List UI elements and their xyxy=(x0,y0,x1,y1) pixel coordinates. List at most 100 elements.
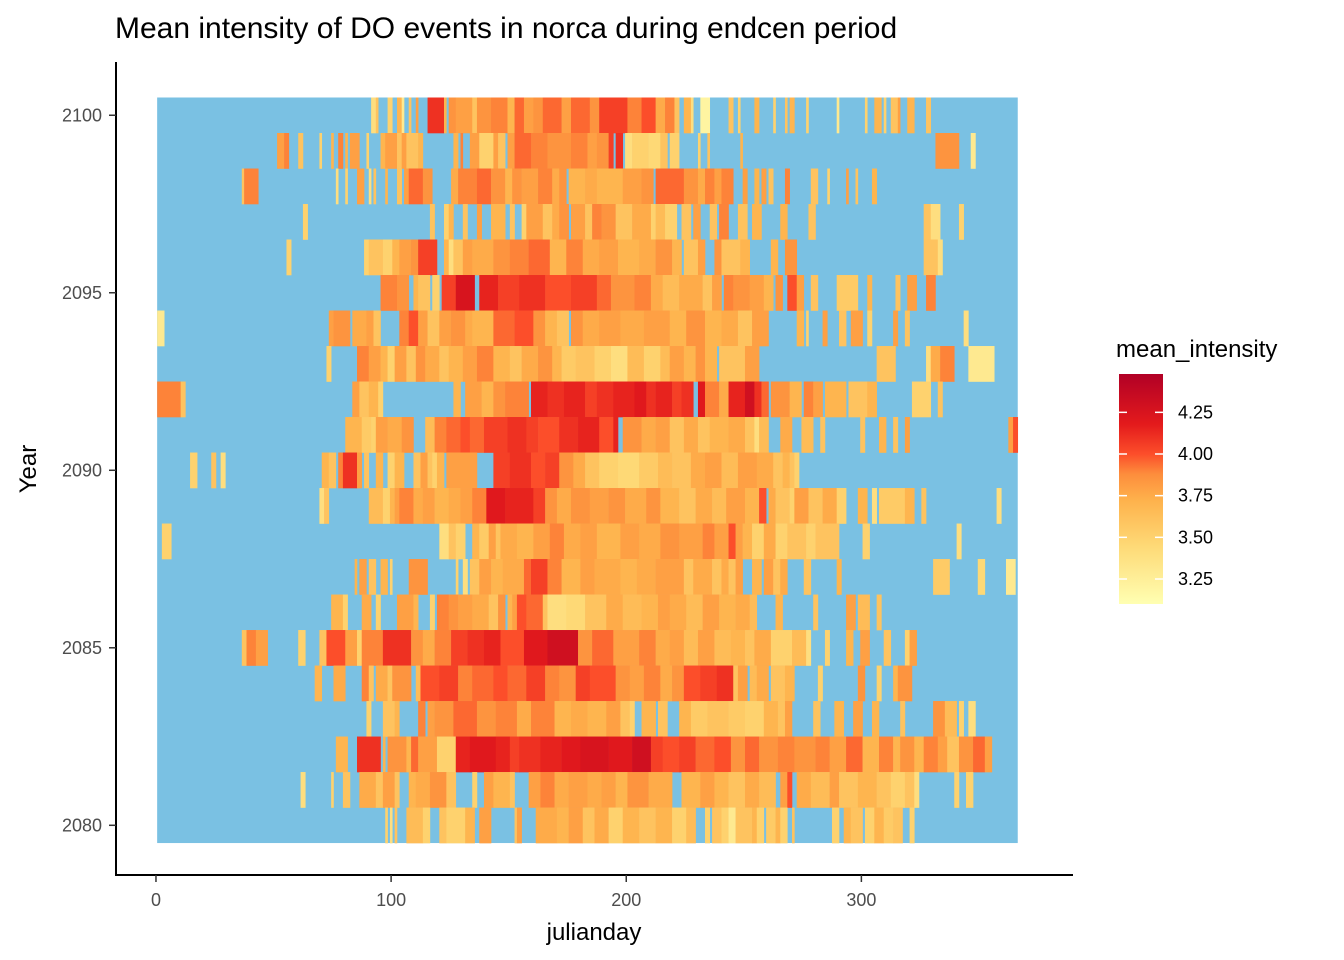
heatmap-cell xyxy=(458,665,473,702)
legend-tick-label: 3.50 xyxy=(1178,527,1213,547)
heatmap-cell xyxy=(876,772,892,808)
heatmap-cell xyxy=(561,736,581,773)
heatmap-cell xyxy=(455,523,466,560)
heatmap-cell xyxy=(298,630,306,666)
heatmap-cell xyxy=(855,168,859,205)
heatmap-cell xyxy=(867,275,873,311)
heatmap-cell xyxy=(528,772,541,808)
heatmap-cell xyxy=(587,701,607,737)
heatmap-cell xyxy=(770,630,793,666)
heatmap-cell xyxy=(857,594,870,631)
heatmap-cell xyxy=(444,239,450,276)
heatmap-cell xyxy=(700,665,718,702)
heatmap-cell xyxy=(476,168,492,205)
heatmap-cell xyxy=(709,417,729,453)
heatmap-cell xyxy=(244,168,259,205)
heatmap-cell xyxy=(368,488,384,524)
legend-tick-label: 3.25 xyxy=(1178,569,1213,589)
heatmap-cell xyxy=(505,168,513,205)
y-tick-label: 2100 xyxy=(62,105,102,125)
heatmap-cell xyxy=(622,417,642,453)
heatmap-cell xyxy=(434,417,447,453)
heatmap-cell xyxy=(453,239,464,276)
heatmap-cell xyxy=(705,807,711,844)
legend-ticks: 3.25 3.50 3.75 4.00 4.25 xyxy=(1119,402,1213,589)
heatmap-cell xyxy=(455,275,475,311)
heatmap-cell xyxy=(408,310,419,347)
heatmap-cell xyxy=(780,772,788,808)
heatmap-cell xyxy=(547,381,565,418)
heatmap-cell xyxy=(502,559,525,595)
heatmap-cell xyxy=(338,452,344,489)
heatmap-cell xyxy=(796,275,805,311)
heatmap-cell xyxy=(643,310,671,347)
heatmap-cell xyxy=(996,488,1002,524)
heatmap-cell xyxy=(375,665,388,702)
heatmap-cell xyxy=(418,736,438,773)
heatmap-cell xyxy=(495,523,501,560)
heatmap-cell xyxy=(389,488,395,524)
heatmap-cell xyxy=(488,523,497,560)
heatmap-cell xyxy=(831,807,840,844)
heatmap-cell xyxy=(641,97,656,134)
heatmap-cell xyxy=(780,204,788,240)
heatmap-cell xyxy=(669,310,687,347)
heatmap-cell xyxy=(528,239,551,276)
heatmap-cell xyxy=(592,630,614,666)
heatmap-cell xyxy=(754,381,762,418)
heatmap-cell xyxy=(893,736,901,773)
heatmap-cell xyxy=(850,807,863,844)
heatmap-cell xyxy=(357,630,363,666)
heatmap-cell xyxy=(491,168,506,205)
heatmap-cell xyxy=(773,559,781,595)
heatmap-cell xyxy=(394,701,400,737)
heatmap-cell xyxy=(714,168,722,205)
heatmap-cell xyxy=(373,310,381,347)
heatmap-cell xyxy=(742,168,748,205)
heatmap-cell xyxy=(361,417,372,453)
heatmap-cell xyxy=(683,97,692,134)
heatmap-cell xyxy=(789,381,802,418)
legend-colorbar xyxy=(1119,374,1163,604)
heatmap-cell xyxy=(519,736,541,773)
heatmap-cell xyxy=(585,204,593,240)
heatmap-cell xyxy=(709,204,718,240)
heatmap-cell xyxy=(357,168,365,205)
heatmap-cell xyxy=(641,417,656,453)
heatmap-cell xyxy=(890,97,899,134)
heatmap-cell xyxy=(615,133,624,169)
heatmap-cell xyxy=(639,239,656,276)
heatmap-cell xyxy=(418,275,431,311)
heatmap-cell xyxy=(672,452,692,489)
heatmap-cell xyxy=(585,594,607,631)
heatmap-cell xyxy=(345,133,348,169)
heatmap-cell xyxy=(413,488,424,524)
heatmap-cell xyxy=(820,417,826,453)
heatmap-cell xyxy=(697,168,706,205)
heatmap-cell xyxy=(444,97,447,134)
heatmap-cell xyxy=(669,346,685,382)
heatmap-cell xyxy=(728,772,746,808)
heatmap-cell xyxy=(462,346,478,382)
heatmap-cell xyxy=(702,523,715,560)
heatmap-cell xyxy=(1013,417,1019,453)
heatmap-cell xyxy=(361,594,372,631)
heatmap-cell xyxy=(500,630,525,666)
heatmap-cell xyxy=(408,772,417,808)
heatmap-cell xyxy=(613,381,635,418)
heatmap-cell xyxy=(472,310,494,347)
heatmap-cell xyxy=(761,381,769,418)
heatmap-cell xyxy=(314,665,323,702)
heatmap-cell xyxy=(705,452,722,489)
heatmap-cell xyxy=(759,488,767,524)
heatmap-cell xyxy=(338,133,344,169)
heatmap-cell xyxy=(874,97,882,134)
heatmap-cell xyxy=(427,310,440,347)
heatmap-cell xyxy=(620,559,638,595)
heatmap-cell xyxy=(700,772,715,808)
heatmap-cell xyxy=(599,310,621,347)
heatmap-cell xyxy=(500,523,518,560)
heatmap-cell xyxy=(547,630,579,666)
heatmap-cell xyxy=(697,239,706,276)
heatmap-cell xyxy=(493,133,499,169)
